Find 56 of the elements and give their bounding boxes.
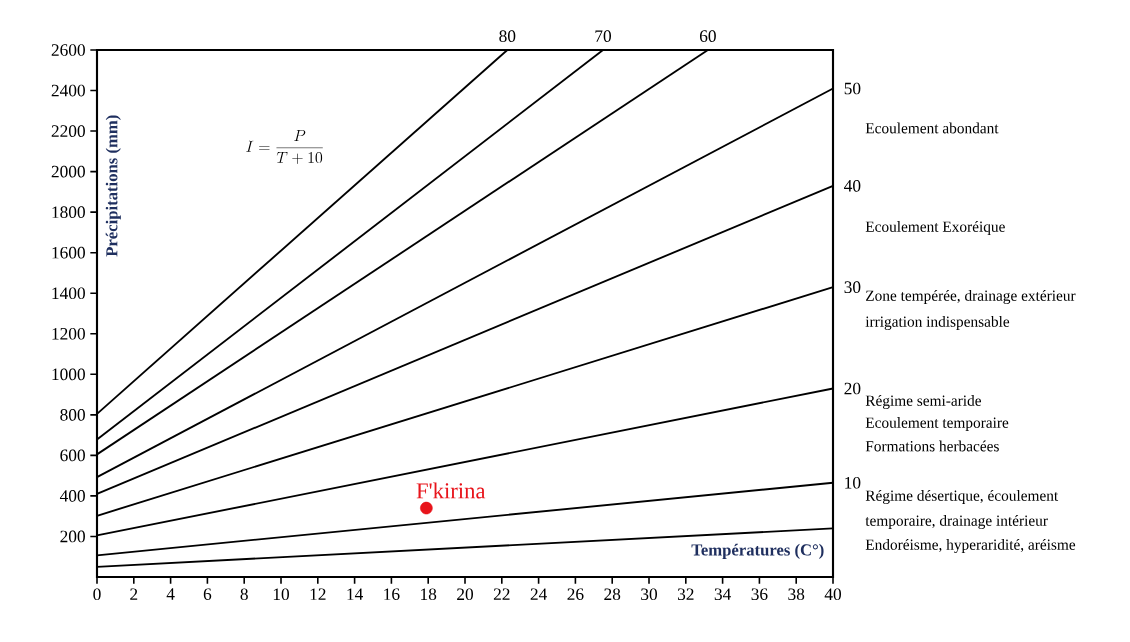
x-tick-label: 22: [493, 588, 510, 600]
y-tick-label: 2400: [51, 84, 85, 97]
series-label: 40: [844, 179, 861, 192]
series-label: 50: [844, 82, 861, 95]
x-tick-label: 32: [677, 588, 694, 601]
x-tick-label: 14: [347, 588, 364, 600]
series-label: 30: [844, 281, 861, 293]
x-tick-label: 36: [751, 588, 768, 601]
x-axis-title: Températures (C°): [691, 543, 824, 559]
x-tick-label: 0: [93, 588, 101, 601]
series-label: F'kirina: [416, 482, 486, 499]
x-tick-label: 34: [714, 588, 732, 601]
text: Endoréisme, hyperaridité, aréisme: [865, 539, 1076, 553]
x-tick-label: 8: [240, 588, 248, 601]
x-tick-label: 2: [130, 588, 138, 600]
x-tick-label: 38: [788, 588, 805, 601]
x-tick-label: 10: [273, 588, 290, 601]
annotation: $I=\frac{P}{T+10}$: [246, 130, 323, 164]
text: Régime désertique, écoulement: [865, 490, 1059, 504]
y-tick-label: 1600: [52, 246, 85, 259]
series-label: 60: [699, 30, 716, 42]
text: Zone tempérée, drainage extérieur: [866, 290, 1076, 304]
x-tick-label: 6: [203, 588, 212, 601]
text: Ecoulement Exoréique: [865, 221, 1005, 235]
y-tick-label: 2000: [51, 165, 85, 178]
series-label: 70: [595, 30, 612, 42]
y-tick-label: 600: [60, 449, 85, 462]
x-tick-label: 20: [457, 588, 474, 601]
series-label: 20: [844, 382, 861, 395]
y-tick-label: 1000: [52, 368, 85, 381]
y-tick-label: 2600: [51, 44, 85, 56]
x-tick-label: 16: [384, 588, 400, 601]
y-tick-label: 1400: [52, 287, 85, 300]
x-tick-label: 40: [824, 588, 842, 601]
y-tick-label: 2200: [51, 125, 85, 137]
y-tick-label: 800: [60, 409, 85, 421]
y-tick-label: 200: [60, 530, 85, 543]
text: Ecoulement abondant: [865, 122, 999, 134]
y-tick-label: 1800: [52, 206, 85, 218]
x-tick-label: 28: [604, 588, 621, 601]
y-axis-title: Précipitations (mm): [105, 115, 121, 257]
x-tick-label: 12: [310, 588, 326, 600]
series-label: 10: [845, 476, 861, 489]
x-tick-label: 26: [567, 588, 584, 601]
text: temporaire, drainage intérieur: [865, 515, 1048, 529]
text: Régime semi-aride: [865, 395, 981, 409]
text: irrigation indispensable: [865, 316, 1010, 330]
x-tick-label: 30: [641, 588, 658, 601]
x-tick-label: 24: [530, 588, 548, 600]
text: Formations herbacées: [865, 440, 999, 452]
text: Ecoulement temporaire: [865, 417, 1009, 431]
x-tick-label: 18: [421, 588, 437, 601]
series-label: 80: [499, 30, 516, 42]
y-tick-label: 1200: [52, 327, 85, 340]
y-tick-label: 400: [59, 490, 85, 502]
x-tick-label: 4: [166, 588, 175, 600]
